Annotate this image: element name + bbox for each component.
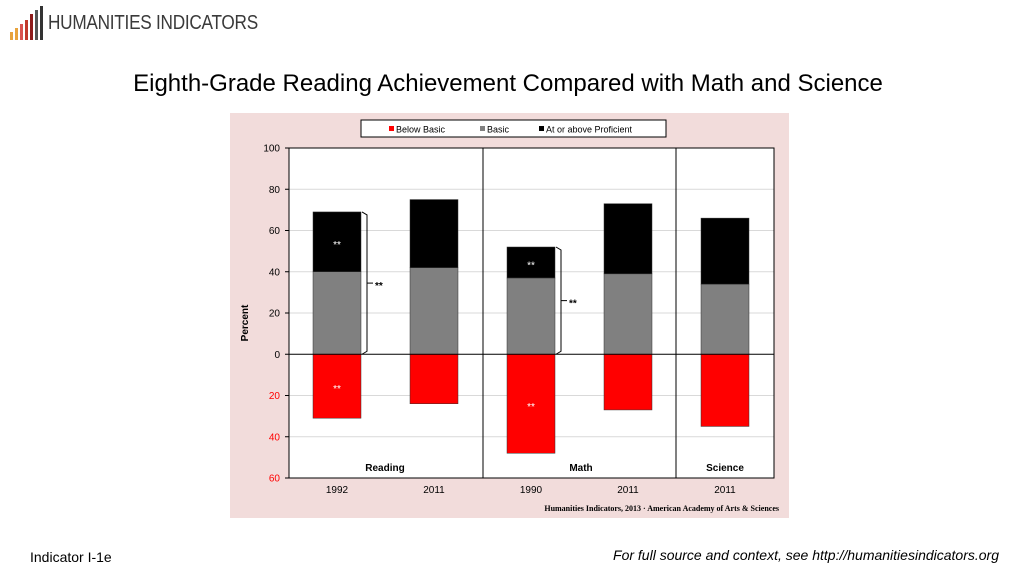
y-tick-label: 20: [269, 391, 281, 402]
legend-label: At or above Proficient: [546, 125, 633, 135]
significance-marker: **: [333, 384, 341, 395]
legend-box: [360, 119, 667, 138]
bar-below-basic: [409, 354, 459, 404]
stacked-bar-chart: Below Basic Basic At or above Proficient H…: [240, 119, 779, 513]
bar-basic: [409, 267, 459, 355]
humanities-indicators-logo[interactable]: HUMANITIES INDICATORS: [8, 6, 292, 40]
significance-marker: **: [333, 240, 341, 251]
bar-proficient: [506, 246, 556, 279]
group-label: Reading: [365, 463, 404, 474]
x-tick-label: 1992: [326, 485, 349, 496]
logo-bar: [15, 28, 18, 40]
bar-basic: [312, 271, 362, 355]
group-label: Math: [569, 463, 592, 474]
y-tick-label: 0: [274, 350, 280, 361]
x-tick-label: 2011: [423, 485, 445, 496]
source-note: Humanities Indicators, 2013 · American A…: [544, 504, 779, 513]
bar-below-basic: [700, 354, 750, 427]
group-label: Science: [706, 463, 744, 474]
slide-title: Eighth-Grade Reading Achievement Compare…: [133, 70, 883, 97]
logo-bar: [30, 14, 33, 40]
legend-swatch: [539, 126, 544, 131]
logo-bar: [10, 32, 13, 40]
y-tick-label: 100: [263, 144, 280, 155]
legend-swatch: [480, 126, 485, 131]
source-link-note[interactable]: For full source and context, see http://…: [613, 547, 999, 563]
legend-label: Below Basic: [396, 125, 446, 135]
y-tick-label: 80: [269, 185, 281, 196]
bracket-marker: **: [375, 281, 383, 292]
bracket-marker: **: [569, 299, 577, 310]
y-tick-label: 40: [269, 432, 281, 443]
logo-bar: [20, 24, 23, 40]
bar-basic: [603, 273, 653, 355]
bar-basic: [506, 277, 556, 355]
logo-bar: [40, 6, 43, 40]
legend-swatch: [389, 126, 394, 131]
x-tick-label: 1990: [520, 485, 543, 496]
logo-text: HUMANITIES INDICATORS: [48, 11, 258, 34]
bar-below-basic: [603, 354, 653, 411]
significance-marker: **: [527, 402, 535, 413]
y-tick-label: 40: [269, 267, 281, 278]
logo-bar: [35, 10, 38, 40]
y-tick-label: 60: [269, 474, 281, 485]
bar-basic: [700, 283, 750, 355]
x-tick-label: 2011: [714, 485, 736, 496]
legend: Below Basic Basic At or above Proficient: [360, 119, 667, 138]
bar-below-basic: [312, 354, 362, 419]
bar-proficient: [312, 211, 362, 272]
chart-panel: Below Basic Basic At or above Proficient H…: [230, 113, 789, 518]
y-axis-title: Percent: [240, 304, 251, 341]
bar-proficient: [603, 203, 653, 275]
logo-bars-icon: [10, 6, 43, 40]
indicator-label: Indicator I-1e: [30, 549, 112, 565]
bar-proficient: [700, 217, 750, 285]
y-tick-label: 20: [269, 309, 281, 320]
significance-marker: **: [527, 260, 535, 271]
x-tick-label: 2011: [617, 485, 639, 496]
logo-bar: [25, 20, 28, 40]
bar-proficient: [409, 199, 459, 268]
legend-label: Basic: [487, 125, 510, 135]
y-tick-label: 60: [269, 226, 281, 237]
